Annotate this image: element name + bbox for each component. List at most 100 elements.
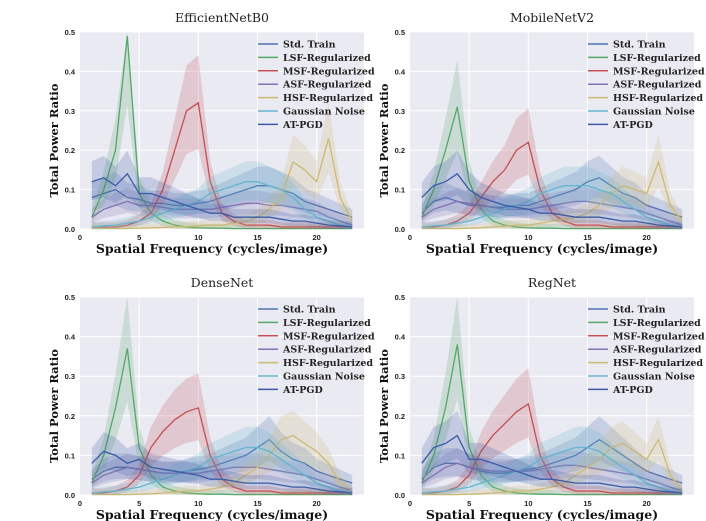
series-band	[421, 108, 683, 229]
series-band	[421, 426, 683, 495]
tick-label-y: 0.5	[65, 28, 75, 37]
series-band	[421, 368, 683, 495]
chart-title: MobileNetV2	[510, 10, 594, 25]
series-band	[91, 426, 353, 495]
series-hsf-regularized	[91, 102, 353, 230]
legend: Std. Train LSF-Regularized MSF-Regularized…	[588, 40, 705, 131]
series-line	[91, 138, 353, 230]
tick-label-x: 10	[524, 499, 532, 508]
series-line	[421, 462, 683, 492]
x-axis-label: Spatial Frequency (cycles/image)	[426, 241, 658, 256]
tick-label-x: 10	[194, 233, 202, 242]
series-hsf-regularized	[421, 134, 683, 230]
legend: Std. Train LSF-Regularized MSF-Regularized…	[588, 305, 705, 396]
y-axis-label: Total Power Ratio	[377, 83, 391, 197]
series-line	[421, 185, 683, 228]
legend-label: Std. Train	[283, 40, 336, 51]
legend-label: Std. Train	[613, 305, 666, 316]
legend-label: ASF-Regularized	[612, 345, 702, 356]
tick-label-y: 0.0	[395, 491, 405, 500]
tick-label-y: 0.5	[395, 293, 405, 302]
series-line	[421, 172, 683, 228]
legend-label: Gaussian Noise	[283, 372, 365, 383]
series-band	[421, 416, 683, 490]
series-band	[91, 410, 353, 495]
legend-label: LSF-Regularized	[613, 318, 701, 329]
tick-label-y: 0.0	[395, 225, 405, 234]
series-gaussian-noise	[91, 426, 353, 495]
series-lsf-regularized	[421, 60, 683, 230]
series-lsf-regularized	[91, 297, 353, 496]
series-band	[91, 102, 353, 229]
series-band	[421, 416, 683, 495]
legend-label: Std. Train	[613, 40, 666, 51]
series-at-pgd	[91, 432, 353, 495]
tick-label-x: 20	[312, 499, 320, 508]
tick-label-x: 10	[194, 499, 202, 508]
tick-label-y: 0.3	[395, 372, 405, 381]
series-line	[91, 434, 353, 496]
chart-panel-densenet: 0 5 10 15 20 0.0 0.1 0.2 0.3 0.4 0.5 DenseNet Spatia…	[47, 275, 375, 521]
series-band	[421, 134, 683, 229]
tick-label-y: 0.2	[65, 412, 75, 421]
tick-label-y: 0.4	[65, 67, 76, 76]
series-at-pgd	[421, 410, 683, 495]
tick-label-x: 20	[642, 233, 650, 242]
legend-label: AT-PGD	[282, 385, 323, 396]
tick-label-y: 0.2	[395, 412, 405, 421]
series-band	[421, 150, 683, 229]
series-band	[421, 166, 683, 229]
series-line	[421, 159, 683, 230]
tick-label-y: 0.3	[65, 107, 75, 116]
legend-label: Gaussian Noise	[613, 372, 695, 383]
legend: Std. Train LSF-Regularized MSF-Regularized…	[258, 305, 375, 396]
legend: Std. Train LSF-Regularized MSF-Regularized…	[258, 40, 375, 131]
tick-label-x: 20	[642, 499, 650, 508]
series-line	[91, 450, 353, 494]
series-asf-regularized	[91, 187, 353, 229]
tick-label-x: 0	[408, 499, 412, 508]
x-axis-label: Spatial Frequency (cycles/image)	[96, 241, 328, 256]
series-gaussian-noise	[91, 161, 353, 229]
series-line	[91, 466, 353, 492]
series-line	[91, 446, 353, 494]
series-lsf-regularized	[91, 32, 353, 230]
series-band	[91, 161, 353, 229]
legend-label: Gaussian Noise	[283, 107, 365, 118]
legend-label: Gaussian Noise	[613, 107, 695, 118]
y-axis-label: Total Power Ratio	[377, 349, 391, 463]
tick-label-y: 0.4	[395, 67, 406, 76]
tick-label-x: 15	[253, 233, 261, 242]
series-asf-regularized	[421, 448, 683, 495]
chart-panel-mobilenetv2: 0 5 10 15 20 0.0 0.1 0.2 0.3 0.4 0.5 MobileNetV2 Spa…	[377, 10, 705, 256]
tick-label-y: 0.1	[65, 186, 75, 195]
tick-label-x: 5	[467, 233, 471, 242]
legend-label: HSF-Regularized	[283, 358, 373, 369]
series-line	[91, 185, 353, 218]
series-line	[421, 200, 683, 226]
y-axis-label: Total Power Ratio	[47, 83, 61, 197]
legend-label: HSF-Regularized	[283, 93, 373, 104]
legend-label: AT-PGD	[612, 385, 653, 396]
series-at-pgd	[421, 150, 683, 229]
tick-label-y: 0.3	[65, 372, 75, 381]
series-line	[421, 434, 683, 494]
x-axis-label: Spatial Frequency (cycles/image)	[96, 507, 328, 521]
legend-label: ASF-Regularized	[612, 80, 702, 91]
series-line	[91, 181, 353, 228]
series-band	[91, 432, 353, 495]
chart-panel-regnet: 0 5 10 15 20 0.0 0.1 0.2 0.3 0.4 0.5 RegNet Spatial …	[377, 275, 705, 521]
tick-label-y: 0.2	[395, 146, 405, 155]
tick-label-y: 0.5	[395, 28, 405, 37]
legend-label: MSF-Regularized	[283, 331, 375, 342]
series-line	[91, 348, 353, 496]
series-band	[421, 448, 683, 495]
tick-label-x: 15	[583, 233, 591, 242]
tick-label-y: 0.3	[395, 107, 405, 116]
legend-label: LSF-Regularized	[283, 318, 371, 329]
legend-label: Std. Train	[283, 305, 336, 316]
legend-label: ASF-Regularized	[282, 345, 372, 356]
tick-label-y: 0.1	[395, 186, 405, 195]
tick-label-x: 15	[253, 499, 261, 508]
